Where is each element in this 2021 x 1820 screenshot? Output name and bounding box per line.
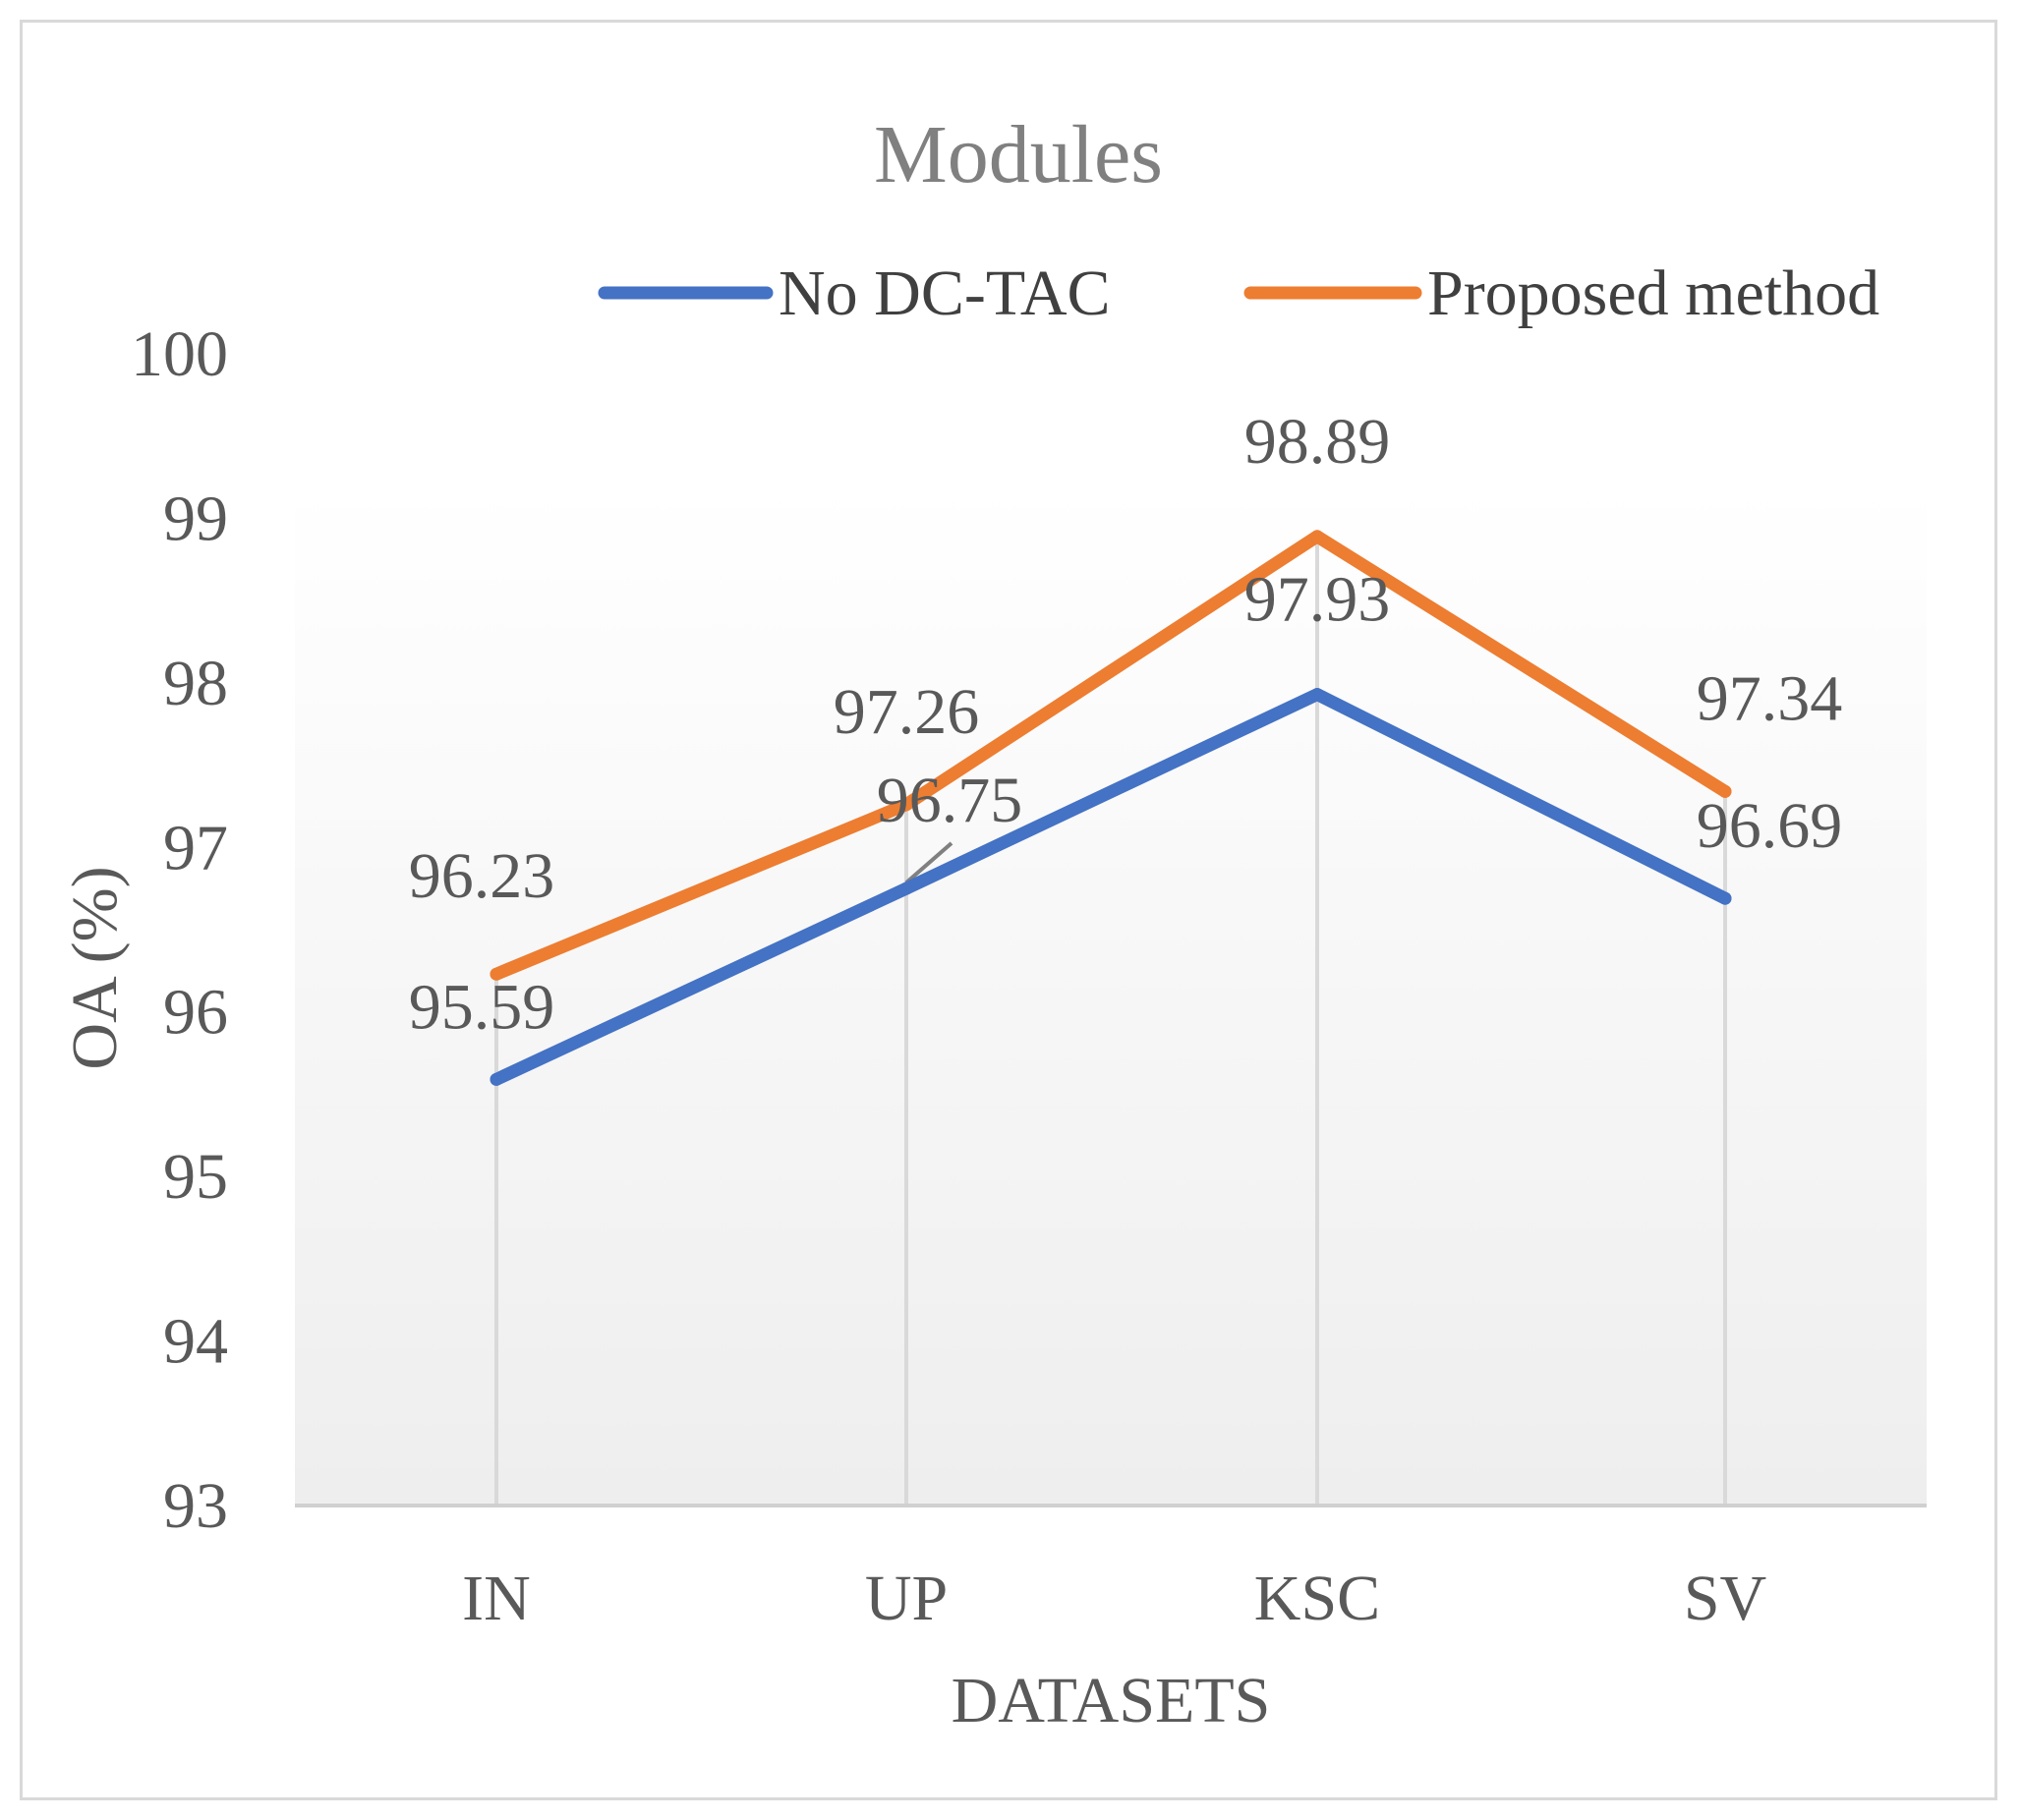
x-tick-label: UP xyxy=(865,1563,948,1634)
data-label: 96.23 xyxy=(409,840,555,912)
y-tick-label: 98 xyxy=(163,648,228,719)
legend-label: No DC-TAC xyxy=(779,257,1111,329)
chart-title: Modules xyxy=(874,109,1163,200)
x-tick-label: KSC xyxy=(1254,1563,1380,1634)
data-point xyxy=(899,882,913,895)
data-point xyxy=(1310,688,1324,702)
y-tick-label: 95 xyxy=(163,1141,228,1213)
data-label: 97.34 xyxy=(1697,662,1843,734)
legend: No DC-TAC Proposed method xyxy=(598,257,1879,329)
data-point xyxy=(490,1072,503,1086)
series-line xyxy=(490,688,1732,1086)
x-axis-label: DATASETS xyxy=(952,1665,1271,1736)
data-point xyxy=(1718,784,1732,798)
y-tick-label: 93 xyxy=(163,1470,228,1542)
y-tick-label: 97 xyxy=(163,812,228,883)
data-point xyxy=(899,798,913,812)
data-label: 98.89 xyxy=(1244,406,1391,478)
data-point xyxy=(490,967,503,981)
data-label: 97.26 xyxy=(834,676,980,748)
label-leader-line xyxy=(904,841,953,884)
data-label: 96.75 xyxy=(877,765,1023,836)
plot-area xyxy=(295,483,1927,1506)
y-axis-label: OA (%) xyxy=(59,866,131,1069)
x-tick-label: SV xyxy=(1684,1563,1766,1634)
y-tick-label: 99 xyxy=(163,483,228,554)
data-label: 97.93 xyxy=(1244,564,1391,636)
data-label: 96.69 xyxy=(1697,790,1843,862)
series-line xyxy=(490,530,1732,981)
y-tick-label: 96 xyxy=(163,977,228,1049)
data-point xyxy=(1310,530,1324,543)
y-tick-label: 100 xyxy=(131,318,228,390)
data-point xyxy=(1718,891,1732,905)
x-tick-label: IN xyxy=(462,1563,531,1634)
legend-label: Proposed method xyxy=(1427,257,1879,329)
data-label: 95.59 xyxy=(409,971,555,1043)
y-tick-label: 94 xyxy=(163,1306,228,1378)
